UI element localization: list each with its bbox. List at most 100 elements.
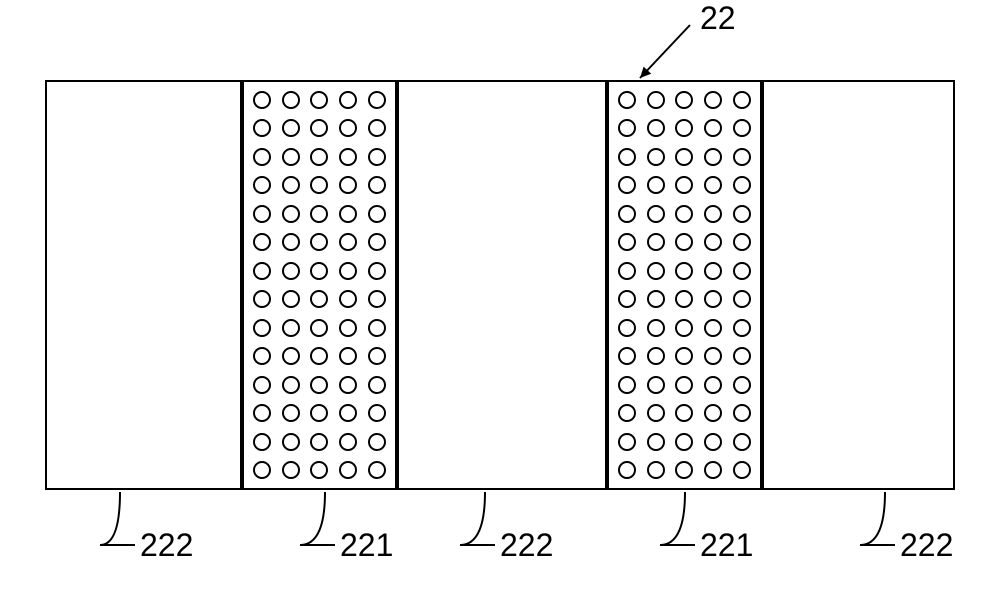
hole bbox=[618, 262, 636, 280]
hole bbox=[282, 262, 300, 280]
solid-zone bbox=[762, 82, 957, 488]
hole bbox=[618, 119, 636, 137]
hole bbox=[368, 176, 386, 194]
hole bbox=[339, 319, 357, 337]
leader-line bbox=[96, 488, 139, 549]
hole bbox=[675, 376, 693, 394]
assembly-block bbox=[45, 80, 955, 490]
hole bbox=[368, 404, 386, 422]
hole bbox=[618, 91, 636, 109]
ref-label: 222 bbox=[900, 527, 953, 564]
hole bbox=[733, 233, 751, 251]
hole bbox=[675, 262, 693, 280]
hole bbox=[704, 347, 722, 365]
hole bbox=[675, 433, 693, 451]
hole bbox=[310, 404, 328, 422]
hole bbox=[733, 205, 751, 223]
hole bbox=[675, 233, 693, 251]
hole bbox=[310, 233, 328, 251]
hole bbox=[733, 461, 751, 479]
perforated-zone bbox=[607, 82, 762, 488]
hole bbox=[310, 319, 328, 337]
hole bbox=[704, 205, 722, 223]
hole bbox=[647, 404, 665, 422]
hole bbox=[675, 290, 693, 308]
hole bbox=[647, 290, 665, 308]
hole bbox=[704, 262, 722, 280]
hole bbox=[253, 119, 271, 137]
leader-line bbox=[856, 488, 899, 549]
hole bbox=[647, 347, 665, 365]
hole bbox=[647, 233, 665, 251]
hole bbox=[618, 461, 636, 479]
hole bbox=[647, 205, 665, 223]
hole bbox=[733, 376, 751, 394]
hole bbox=[253, 205, 271, 223]
assembly-leader-arrow bbox=[630, 15, 700, 88]
hole bbox=[282, 290, 300, 308]
hole bbox=[339, 205, 357, 223]
hole bbox=[339, 262, 357, 280]
hole bbox=[253, 433, 271, 451]
hole bbox=[339, 91, 357, 109]
hole bbox=[704, 176, 722, 194]
hole bbox=[282, 205, 300, 223]
hole bbox=[618, 433, 636, 451]
hole bbox=[368, 433, 386, 451]
hole bbox=[675, 347, 693, 365]
hole bbox=[647, 262, 665, 280]
hole bbox=[733, 119, 751, 137]
hole bbox=[368, 148, 386, 166]
hole bbox=[704, 433, 722, 451]
hole bbox=[339, 376, 357, 394]
hole bbox=[733, 347, 751, 365]
hole bbox=[282, 176, 300, 194]
hole bbox=[339, 290, 357, 308]
hole bbox=[647, 433, 665, 451]
hole bbox=[368, 461, 386, 479]
hole bbox=[733, 404, 751, 422]
ref-label: 222 bbox=[140, 527, 193, 564]
hole bbox=[253, 290, 271, 308]
hole bbox=[618, 233, 636, 251]
hole bbox=[253, 461, 271, 479]
hole bbox=[310, 290, 328, 308]
hole bbox=[282, 119, 300, 137]
hole bbox=[675, 319, 693, 337]
hole bbox=[647, 91, 665, 109]
ref-label: 222 bbox=[500, 527, 553, 564]
hole bbox=[253, 404, 271, 422]
hole bbox=[704, 376, 722, 394]
hole bbox=[733, 148, 751, 166]
hole bbox=[733, 91, 751, 109]
hole bbox=[339, 433, 357, 451]
hole bbox=[282, 461, 300, 479]
hole bbox=[647, 376, 665, 394]
hole bbox=[368, 205, 386, 223]
hole bbox=[339, 176, 357, 194]
hole bbox=[253, 148, 271, 166]
hole bbox=[253, 376, 271, 394]
hole bbox=[253, 262, 271, 280]
hole bbox=[310, 119, 328, 137]
hole bbox=[675, 176, 693, 194]
hole bbox=[253, 91, 271, 109]
hole bbox=[704, 148, 722, 166]
hole bbox=[647, 176, 665, 194]
hole bbox=[618, 205, 636, 223]
hole bbox=[310, 262, 328, 280]
hole bbox=[733, 176, 751, 194]
hole bbox=[704, 233, 722, 251]
diagram-canvas: 22 222 221 222 221 222 bbox=[0, 0, 1000, 606]
hole bbox=[339, 347, 357, 365]
hole bbox=[339, 404, 357, 422]
hole bbox=[647, 119, 665, 137]
hole bbox=[704, 319, 722, 337]
hole bbox=[282, 376, 300, 394]
hole bbox=[675, 119, 693, 137]
hole bbox=[675, 404, 693, 422]
hole bbox=[647, 148, 665, 166]
hole bbox=[733, 319, 751, 337]
solid-zone bbox=[397, 82, 607, 488]
hole bbox=[675, 461, 693, 479]
